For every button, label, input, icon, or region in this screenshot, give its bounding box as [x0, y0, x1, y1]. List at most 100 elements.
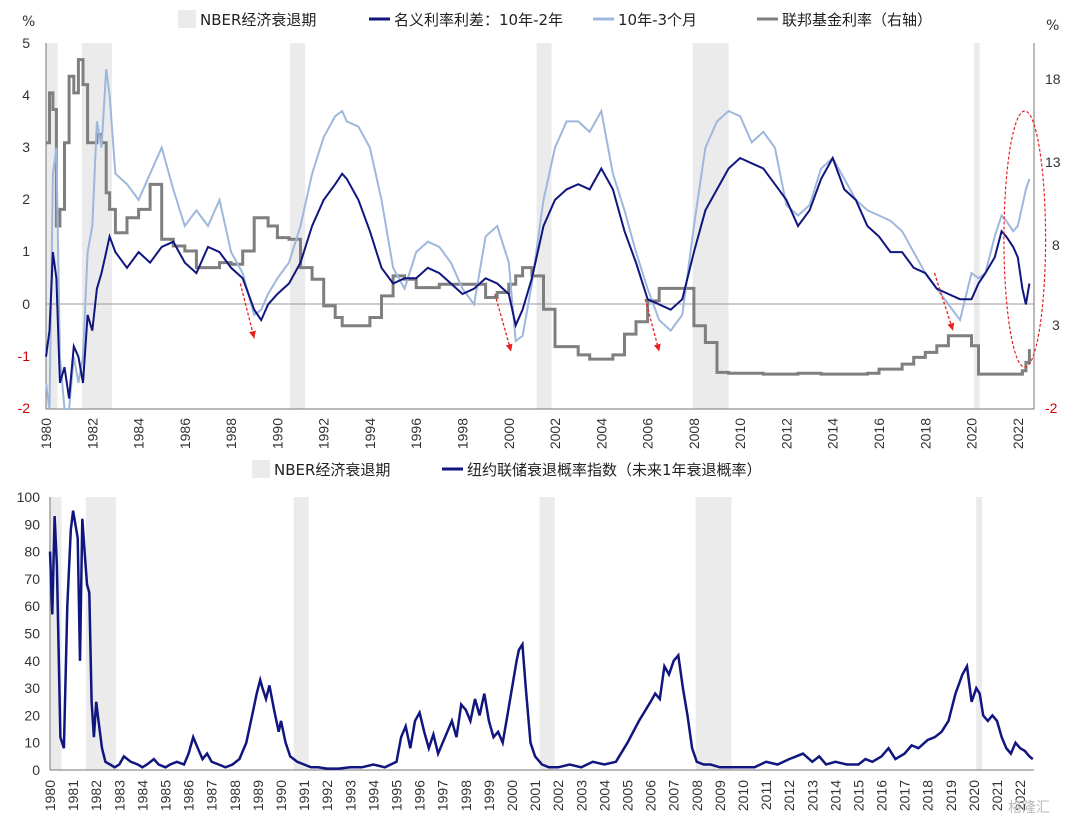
bottom-xtick-2016: 2016: [874, 780, 890, 811]
top-legend: NBER经济衰退期 名义利率利差：10年-2年 10年-3个月 联邦基金利率（右…: [178, 10, 932, 29]
bottom-xtick-1998: 1998: [458, 780, 474, 811]
bottom-xtick-2011: 2011: [758, 780, 774, 810]
bottom-xtick-2014: 2014: [827, 780, 843, 811]
bottom-xtick-1985: 1985: [157, 780, 173, 811]
top-xtick-1986: 1986: [177, 418, 193, 449]
bottom-xtick-2021: 2021: [989, 780, 1005, 811]
recession-band-5: [973, 43, 980, 409]
top-y2tick-neg2: -2: [1045, 400, 1058, 416]
top-xtick-1982: 1982: [84, 418, 100, 449]
recession-band-2: [290, 43, 306, 409]
legend-ffr-label: 联邦基金利率（右轴）: [782, 11, 932, 29]
top-chart: NBER经济衰退期 名义利率利差：10年-2年 10年-3个月 联邦基金利率（右…: [18, 10, 1061, 449]
top-xtick-1998: 1998: [454, 418, 470, 449]
arrow-head-1: [505, 343, 513, 352]
top-annotations: [239, 110, 1047, 368]
bottom-xtick-2009: 2009: [712, 780, 728, 811]
top-right-unit: %: [1046, 18, 1059, 34]
bottom-xtick-1991: 1991: [296, 780, 312, 811]
top-xtick-2008: 2008: [686, 418, 702, 449]
top-xtick-1990: 1990: [269, 418, 285, 449]
arrow-annotation-2: [644, 299, 660, 352]
top-ytick-2: 2: [22, 191, 30, 207]
top-series: [45, 58, 1031, 410]
legend-recession-label: NBER经济衰退期: [200, 11, 316, 29]
bottom-chart: NBER经济衰退期 纽约联储衰退概率指数（未来1年衰退概率） 100908070…: [17, 460, 1034, 811]
arrow-annotation-1: [494, 293, 512, 352]
arrow-head-3: [947, 322, 955, 331]
top-ytick-neg2: -2: [18, 400, 31, 416]
top-xtick-1980: 1980: [38, 418, 54, 449]
bottom-ytick-60: 60: [24, 598, 40, 614]
top-xtick-2014: 2014: [825, 418, 841, 449]
top-ytick-1: 1: [22, 243, 30, 259]
bottom-xtick-2007: 2007: [666, 780, 682, 811]
arrow-head-0: [249, 330, 256, 339]
arrow-annotation-3: [933, 272, 954, 331]
bottom-ytick-30: 30: [24, 680, 40, 696]
top-ytick-5: 5: [22, 35, 30, 51]
top-ytick-0: 0: [22, 296, 30, 312]
top-xtick-2010: 2010: [732, 418, 748, 449]
bottom-xtick-2013: 2013: [804, 780, 820, 811]
bottom-xtick-2006: 2006: [643, 780, 659, 811]
bottom-ytick-0: 0: [32, 762, 40, 778]
top-y2tick-3: 3: [1052, 317, 1060, 333]
bottom-x-tick-labels: 1980 1981 1982 1983 1984 1985 1986 1987 1988 1989…: [42, 780, 1028, 811]
bottom-xtick-1996: 1996: [412, 780, 428, 811]
top-xtick-2000: 2000: [501, 418, 517, 449]
bottom-xtick-1994: 1994: [365, 780, 381, 811]
legend2-recession-label: NBER经济衰退期: [274, 461, 390, 479]
bottom-xtick-1983: 1983: [111, 780, 127, 811]
top-recession-bands: [46, 43, 980, 409]
bottom-xtick-2002: 2002: [550, 780, 566, 811]
bottom-xtick-1995: 1995: [388, 780, 404, 811]
bottom-legend: NBER经济衰退期 纽约联储衰退概率指数（未来1年衰退概率）: [252, 460, 762, 479]
top-xtick-2012: 2012: [778, 418, 794, 449]
top-xtick-2002: 2002: [547, 418, 563, 449]
top-left-unit: %: [22, 14, 35, 30]
top-xtick-1996: 1996: [408, 418, 424, 449]
bottom-xtick-1989: 1989: [250, 780, 266, 811]
bottom-xtick-1990: 1990: [273, 780, 289, 811]
arrow-annotation-0: [239, 283, 255, 339]
bottom-xtick-2000: 2000: [504, 780, 520, 811]
top-y2tick-13: 13: [1045, 154, 1061, 170]
bottom-xtick-2010: 2010: [735, 780, 751, 811]
bottom-ytick-70: 70: [24, 571, 40, 587]
top-xtick-2018: 2018: [917, 418, 933, 449]
bottom-ytick-50: 50: [24, 626, 40, 642]
top-xtick-2020: 2020: [964, 418, 980, 449]
legend-recession-swatch: [178, 10, 196, 28]
bottom-xtick-2019: 2019: [943, 780, 959, 811]
top-xtick-2022: 2022: [1010, 418, 1026, 449]
bottom-xtick-1992: 1992: [319, 780, 335, 811]
top-right-y-axis: 18 13 8 3 -2: [1033, 43, 1061, 416]
bottom-xtick-1980: 1980: [42, 780, 58, 811]
top-xtick-1994: 1994: [362, 418, 378, 449]
recession-band-bottom-3: [539, 497, 555, 770]
bottom-xtick-1982: 1982: [88, 780, 104, 811]
legend2-recession-swatch: [252, 460, 270, 478]
top-left-y-axis: 5 4 3 2 1 0 -1 -2: [18, 35, 47, 416]
bottom-xtick-1984: 1984: [134, 780, 150, 811]
bottom-xtick-2004: 2004: [596, 780, 612, 811]
bottom-ytick-100: 100: [17, 489, 41, 505]
recession-band-bottom-5: [976, 497, 983, 770]
bottom-ytick-20: 20: [24, 707, 40, 723]
bottom-xtick-2001: 2001: [527, 780, 543, 811]
10y3m-series-line: [45, 68, 1031, 410]
10y2y-series-line: [45, 155, 1031, 399]
top-ytick-neg1: -1: [18, 348, 31, 364]
legend-10y3m-label: 10年-3个月: [618, 11, 697, 29]
bottom-xtick-2018: 2018: [920, 780, 936, 811]
bottom-xtick-1988: 1988: [227, 780, 243, 811]
bottom-xtick-1999: 1999: [481, 780, 497, 811]
top-xtick-2016: 2016: [871, 418, 887, 449]
highlight-ellipse: [1003, 110, 1047, 368]
bottom-xtick-2003: 2003: [573, 780, 589, 811]
legend2-probability-label: 纽约联储衰退概率指数（未来1年衰退概率）: [467, 461, 762, 479]
bottom-ytick-90: 90: [24, 516, 40, 532]
